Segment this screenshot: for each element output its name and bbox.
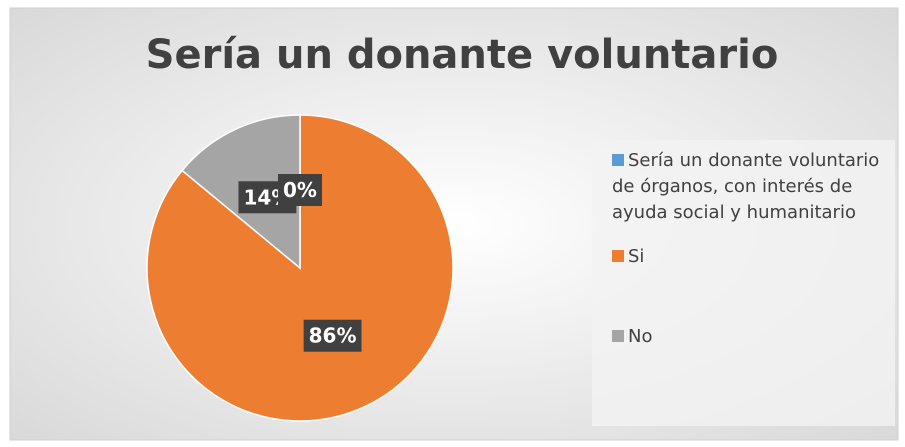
legend-label: Si (628, 246, 645, 267)
chart-title: Sería un donante voluntario (146, 32, 779, 78)
legend-entry: Si (612, 244, 892, 270)
legend-label: No (628, 326, 653, 347)
data-label: 0% (278, 174, 322, 206)
data-label-box (278, 174, 322, 206)
data-label-box (303, 319, 362, 352)
legend: Sería un donante voluntario de órganos, … (600, 148, 890, 424)
legend-label: Sería un donante voluntario de órganos, … (612, 150, 880, 223)
legend-entry: No (612, 324, 892, 350)
data-label-text: 0% (283, 178, 317, 202)
legend-entry: Sería un donante voluntario de órganos, … (612, 148, 892, 226)
data-label: 86% (303, 319, 362, 352)
legend-panel (592, 140, 895, 426)
legend-swatch (612, 154, 624, 166)
legend-swatch (612, 250, 624, 262)
legend-swatch (612, 330, 624, 342)
data-label-text: 86% (309, 324, 357, 348)
